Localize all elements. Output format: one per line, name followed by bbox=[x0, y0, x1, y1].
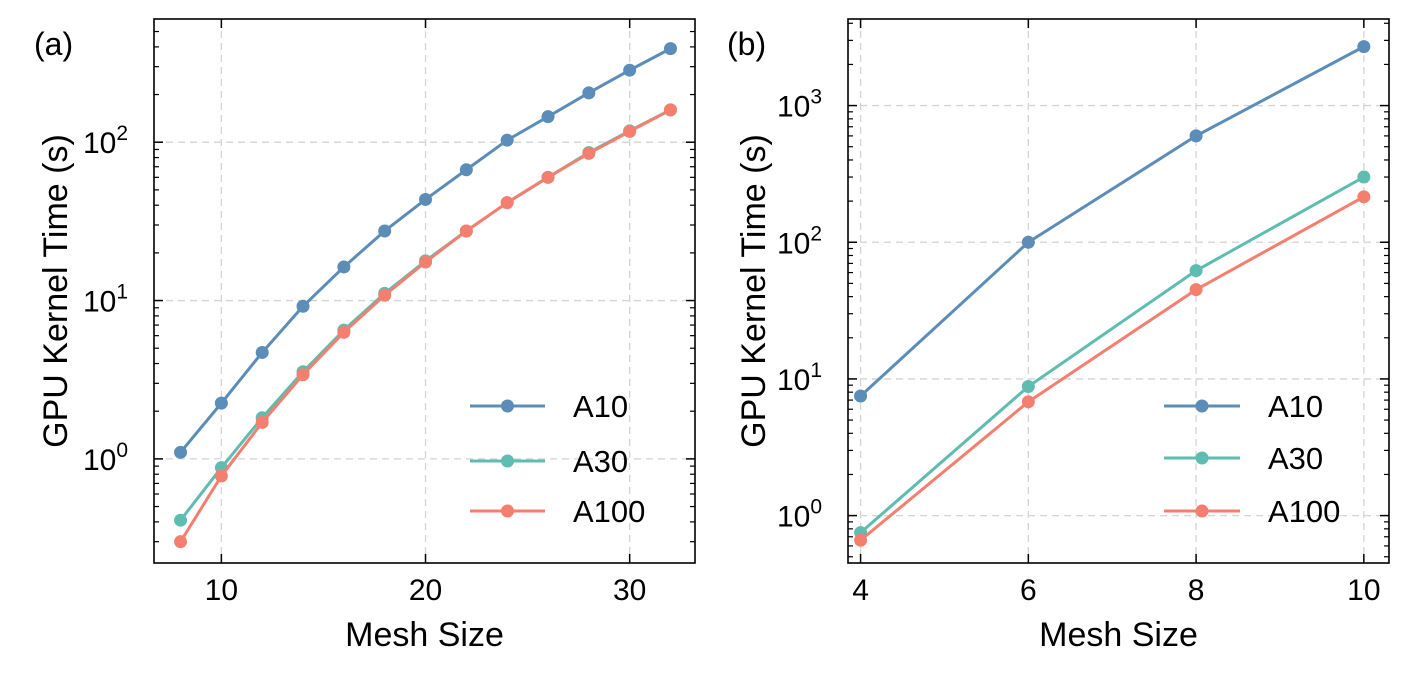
data-point-a10 bbox=[337, 260, 351, 274]
legend-entry-a10: A10 bbox=[1164, 389, 1323, 424]
data-point-a10 bbox=[378, 224, 392, 238]
legend-entry-a100: A100 bbox=[1164, 494, 1340, 529]
y-tick-label: 100 bbox=[777, 496, 822, 534]
data-point-a10 bbox=[500, 133, 514, 147]
data-point-a30 bbox=[174, 513, 188, 527]
data-point-a10 bbox=[174, 445, 188, 459]
panel-label: (b) bbox=[727, 26, 766, 62]
data-point-a100 bbox=[214, 469, 228, 483]
data-point-a10 bbox=[582, 86, 596, 100]
data-point-a100 bbox=[419, 255, 433, 269]
data-point-a30 bbox=[1357, 170, 1371, 184]
data-point-a100 bbox=[541, 170, 555, 184]
x-tick-label: 20 bbox=[409, 574, 442, 607]
x-tick-label: 10 bbox=[1347, 574, 1380, 607]
data-point-a10 bbox=[419, 192, 433, 206]
data-point-a10 bbox=[541, 110, 555, 124]
axes-frame bbox=[847, 18, 1390, 564]
data-point-a100 bbox=[664, 103, 678, 117]
legend-marker bbox=[501, 504, 514, 518]
legend-marker bbox=[501, 399, 514, 413]
data-point-a10 bbox=[664, 42, 678, 56]
data-point-a10 bbox=[854, 389, 868, 403]
y-tick-label: 101 bbox=[83, 281, 128, 319]
data-point-a10 bbox=[623, 63, 637, 77]
y-tick-label: 100 bbox=[83, 439, 128, 477]
data-point-a30 bbox=[1021, 380, 1035, 394]
data-point-a100 bbox=[854, 533, 868, 547]
x-axis-label: Mesh Size bbox=[1039, 616, 1198, 654]
data-point-a100 bbox=[1189, 283, 1203, 297]
data-point-a100 bbox=[500, 196, 514, 210]
y-axis-label: GPU Kernel Time (s) bbox=[37, 134, 75, 448]
legend-marker bbox=[1195, 504, 1209, 518]
legend-label: A30 bbox=[573, 444, 628, 479]
series-line-a10 bbox=[859, 45, 1365, 398]
legend-label: A30 bbox=[1268, 441, 1323, 476]
data-point-a100 bbox=[623, 124, 637, 138]
legend-label: A10 bbox=[1268, 389, 1323, 424]
data-point-a100 bbox=[255, 415, 269, 429]
chart-panel-a: 10 20 30 100 101 102 Mesh Size GPU Kernel Time … bbox=[34, 18, 696, 654]
x-tick-label: 8 bbox=[1188, 574, 1205, 607]
legend-marker bbox=[501, 454, 514, 468]
legend-entry-a30: A30 bbox=[470, 444, 628, 479]
data-point-a10 bbox=[296, 299, 310, 313]
x-tick-label: 4 bbox=[852, 574, 869, 607]
x-tick-label: 6 bbox=[1020, 574, 1037, 607]
data-point-a100 bbox=[1357, 190, 1371, 204]
data-point-a100 bbox=[459, 224, 473, 238]
axes-frame bbox=[153, 18, 696, 564]
y-tick-label: 102 bbox=[83, 122, 128, 160]
legend-label: A100 bbox=[573, 494, 645, 529]
legend-entry-a10: A10 bbox=[470, 389, 628, 424]
data-point-a10 bbox=[255, 345, 269, 359]
y-tick-label: 101 bbox=[777, 359, 822, 397]
data-point-a100 bbox=[296, 368, 310, 382]
data-point-a100 bbox=[174, 535, 188, 549]
data-point-a100 bbox=[582, 146, 596, 160]
y-axis-label: GPU Kernel Time (s) bbox=[735, 134, 773, 448]
panel-label: (a) bbox=[34, 26, 73, 62]
legend-label: A10 bbox=[573, 389, 628, 424]
y-tick-label: 103 bbox=[777, 86, 822, 124]
data-point-a10 bbox=[1189, 129, 1203, 143]
data-point-a10 bbox=[1021, 235, 1035, 249]
data-point-a10 bbox=[459, 163, 473, 177]
legend-label: A100 bbox=[1268, 494, 1340, 529]
chart-panel-b: 4 6 8 10 100 101 102 103 Mesh Size GPU Kernel Tim… bbox=[727, 18, 1390, 654]
legend-entry-a30: A30 bbox=[1164, 441, 1323, 476]
series-line-a30 bbox=[859, 175, 1365, 534]
data-point-a10 bbox=[1357, 40, 1371, 54]
x-axis-label: Mesh Size bbox=[345, 616, 504, 654]
y-tick-label: 102 bbox=[777, 222, 822, 260]
series-line-a100 bbox=[859, 195, 1365, 542]
data-point-a100 bbox=[1021, 395, 1035, 409]
data-point-a100 bbox=[378, 288, 392, 302]
legend-entry-a100: A100 bbox=[470, 494, 645, 529]
data-point-a30 bbox=[1189, 264, 1203, 278]
x-tick-label: 10 bbox=[205, 574, 238, 607]
legend-marker bbox=[1195, 399, 1209, 413]
x-tick-label: 30 bbox=[613, 574, 646, 607]
data-point-a100 bbox=[337, 325, 351, 339]
legend-marker bbox=[1195, 451, 1209, 465]
data-point-a10 bbox=[214, 396, 228, 410]
